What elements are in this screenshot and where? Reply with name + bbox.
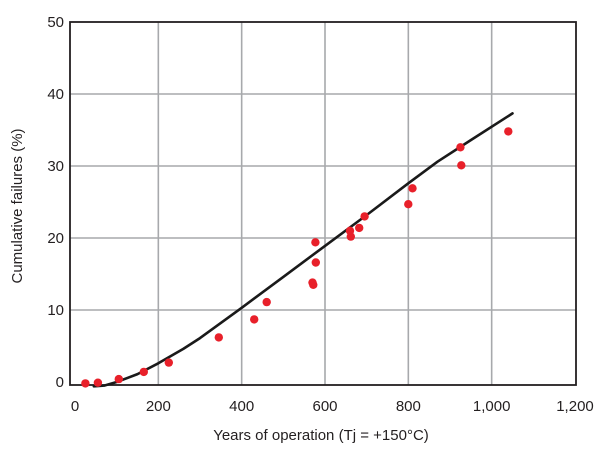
data-point-1 [93,378,103,387]
x-tick-label: 1,000 [473,398,511,415]
y-axis-title: Cumulative failures (%) [9,128,26,283]
x-tick-label: 600 [312,398,337,415]
y-tick-label: 20 [47,230,64,247]
data-point-11 [311,258,320,267]
x-tick-label: 800 [396,398,421,415]
y-axis-ticks: 0 10 20 30 40 50 [47,14,64,391]
data-point-0 [81,379,90,388]
data-point-5 [214,333,223,342]
data-point-20 [504,127,513,136]
plot-frame [69,21,577,386]
fit-curve-layer [92,112,514,388]
data-point-3 [139,367,148,377]
x-axis-title: Years of operation (Tj = +150°C) [213,427,429,444]
x-tick-label: 200 [146,398,171,415]
y-tick-label: 40 [47,86,64,103]
x-tick-label: 0 [71,398,79,415]
data-point-17 [408,184,417,193]
data-point-16 [404,200,413,209]
x-axis-ticks: 0 200 400 600 800 1,000 1,200 [71,398,594,415]
data-point-7 [262,297,271,307]
data-point-6 [250,315,259,324]
fit-curve [92,112,514,388]
data-point-13 [346,232,355,241]
gridlines [70,22,576,385]
y-tick-label: 30 [47,158,64,175]
data-point-14 [355,223,364,233]
data-point-10 [311,238,320,247]
y-tick-label: 10 [47,302,64,319]
data-points-layer [81,127,513,388]
data-point-9 [309,280,318,289]
y-tick-label: 50 [47,14,64,31]
data-point-18 [456,143,465,152]
data-point-2 [114,374,124,384]
data-point-4 [164,358,173,367]
y-tick-label: 0 [56,374,64,391]
data-point-19 [457,161,466,170]
x-tick-label: 400 [229,398,254,415]
data-point-15 [360,212,369,221]
x-tick-label: 1,200 [556,398,594,415]
